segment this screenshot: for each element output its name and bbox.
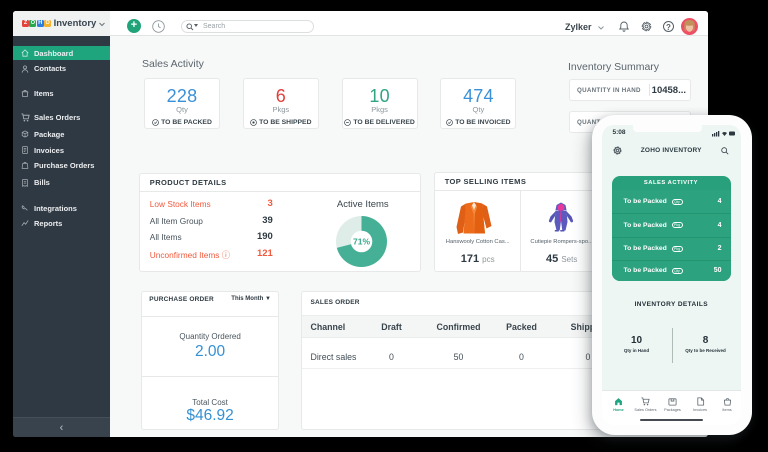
svg-text:71%: 71% — [353, 236, 370, 246]
